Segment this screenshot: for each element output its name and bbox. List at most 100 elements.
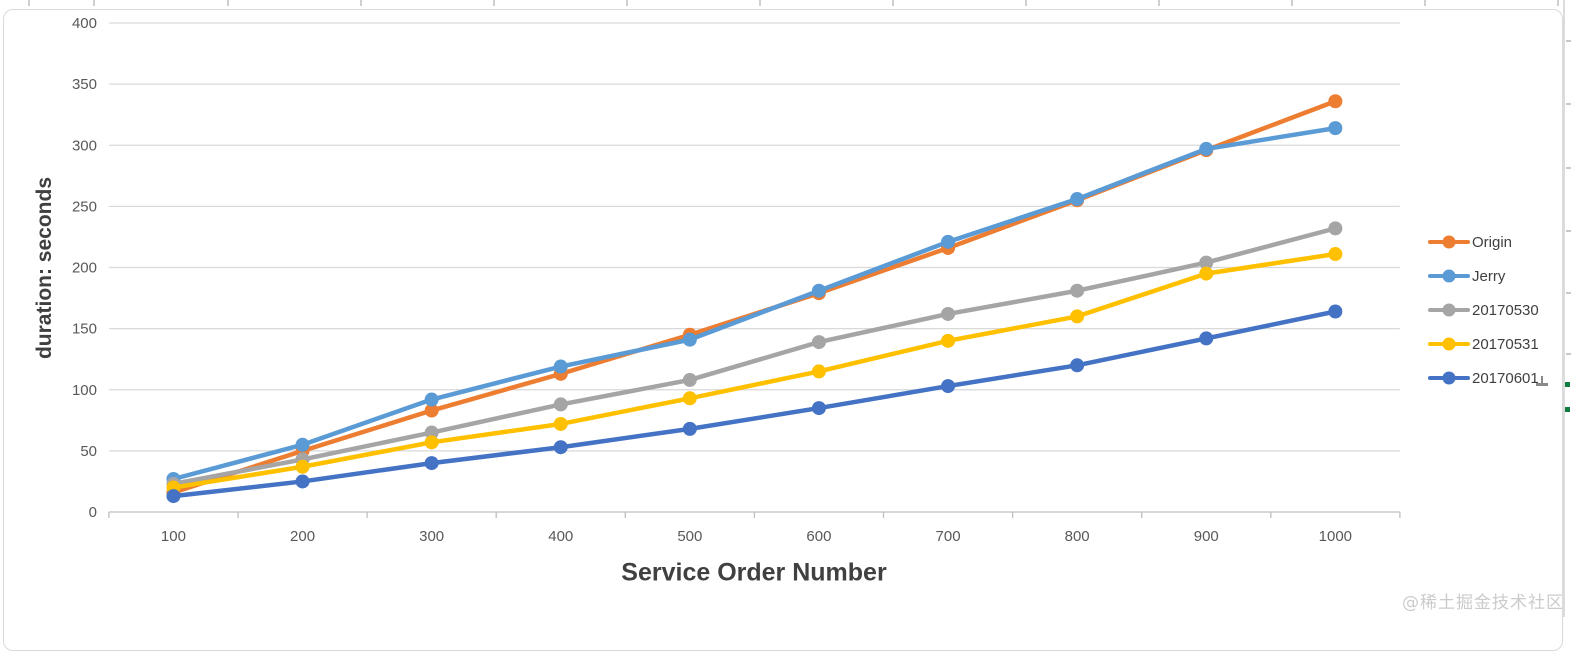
sheet-top-edge — [0, 0, 1571, 8]
data-point[interactable] — [812, 401, 826, 415]
y-tick-label[interactable]: 400 — [72, 15, 97, 32]
data-point[interactable] — [683, 373, 697, 387]
x-axis-title[interactable]: Service Order Number — [621, 559, 886, 588]
data-point[interactable] — [296, 474, 310, 488]
sheet-column-tick — [93, 0, 95, 6]
data-point[interactable] — [296, 438, 310, 452]
data-point[interactable] — [812, 364, 826, 378]
watermark: @稀土掘金技术社区 — [1402, 588, 1564, 613]
data-point[interactable] — [1199, 142, 1213, 156]
series-20170601[interactable] — [166, 305, 1342, 504]
legend-label: 20170531 — [1472, 336, 1539, 353]
data-point[interactable] — [683, 391, 697, 405]
x-tick-label[interactable]: 200 — [290, 528, 315, 545]
y-tick-label[interactable]: 50 — [80, 443, 97, 460]
data-point[interactable] — [425, 393, 439, 407]
sheet-column-tick — [1025, 0, 1027, 6]
data-point[interactable] — [1070, 192, 1084, 206]
y-tick-label[interactable]: 200 — [72, 260, 97, 277]
sheet-column-tick — [1557, 0, 1559, 6]
data-point[interactable] — [941, 379, 955, 393]
data-point[interactable] — [1328, 94, 1342, 108]
sheet-column-tick — [1291, 0, 1293, 6]
x-tick-label[interactable]: 500 — [677, 528, 702, 545]
data-point[interactable] — [554, 397, 568, 411]
legend-marker-origin — [1428, 240, 1470, 244]
sheet-row-tick — [1566, 353, 1571, 355]
sheet-row-tick — [1566, 167, 1571, 169]
x-tick-label[interactable]: 600 — [806, 528, 831, 545]
data-point[interactable] — [1328, 221, 1342, 235]
x-tick-label[interactable]: 800 — [1065, 528, 1090, 545]
spreadsheet-canvas: 0 50 100 150 200 250 300 350 400 100 200 300 400 500 6… — [0, 0, 1571, 617]
y-tick-label[interactable]: 250 — [72, 198, 97, 215]
data-point[interactable] — [425, 456, 439, 470]
y-axis-title[interactable]: duration: seconds — [33, 177, 57, 359]
data-point[interactable] — [1070, 309, 1084, 323]
legend-item-20170530[interactable]: 20170530 — [1428, 293, 1539, 327]
series-line[interactable] — [173, 128, 1335, 479]
legend-item-origin[interactable]: Origin — [1428, 225, 1539, 259]
legend-item-20170601[interactable]: 20170601 — [1428, 361, 1539, 395]
sheet-row-tick — [1566, 292, 1571, 294]
sheet-row-tick — [1566, 40, 1571, 42]
series-line[interactable] — [173, 101, 1335, 492]
sheet-selection-handle[interactable] — [1565, 382, 1570, 387]
data-point[interactable] — [296, 460, 310, 474]
sheet-column-tick — [759, 0, 761, 6]
x-tick-label[interactable]: 700 — [936, 528, 961, 545]
data-point[interactable] — [941, 235, 955, 249]
legend-label: Jerry — [1472, 268, 1505, 285]
data-point[interactable] — [1328, 121, 1342, 135]
data-point[interactable] — [683, 333, 697, 347]
y-tick-label[interactable]: 300 — [72, 137, 97, 154]
data-point[interactable] — [1328, 305, 1342, 319]
series-Jerry[interactable] — [166, 121, 1342, 486]
data-point[interactable] — [1328, 247, 1342, 261]
y-tick-label[interactable]: 350 — [72, 76, 97, 93]
legend-label: 20170530 — [1472, 302, 1539, 319]
sheet-row-tick — [1566, 103, 1571, 105]
sheet-selection-handle[interactable] — [1565, 407, 1570, 412]
x-tick-label[interactable]: 100 — [161, 528, 186, 545]
x-tick-label[interactable]: 400 — [548, 528, 573, 545]
x-tick-label[interactable]: 900 — [1194, 528, 1219, 545]
series-line[interactable] — [173, 312, 1335, 497]
sheet-column-tick — [360, 0, 362, 6]
data-point[interactable] — [1070, 284, 1084, 298]
sheet-row-tick — [1566, 230, 1571, 232]
data-point[interactable] — [166, 489, 180, 503]
series-line[interactable] — [173, 228, 1335, 484]
data-point[interactable] — [1199, 267, 1213, 281]
legend-label: 20170601 — [1472, 370, 1539, 387]
data-point[interactable] — [554, 440, 568, 454]
data-point[interactable] — [425, 435, 439, 449]
legend-item-jerry[interactable]: Jerry — [1428, 259, 1539, 293]
data-point[interactable] — [812, 335, 826, 349]
legend-item-20170531[interactable]: 20170531 — [1428, 327, 1539, 361]
y-tick-label[interactable]: 150 — [72, 321, 97, 338]
x-tick-label[interactable]: 1000 — [1319, 528, 1352, 545]
data-point[interactable] — [941, 334, 955, 348]
data-point[interactable] — [683, 422, 697, 436]
data-point[interactable] — [941, 307, 955, 321]
sheet-column-tick — [1424, 0, 1426, 6]
legend-marker-20170531 — [1428, 342, 1470, 346]
x-tick-label[interactable]: 300 — [419, 528, 444, 545]
series-line[interactable] — [173, 254, 1335, 487]
sheet-column-tick — [28, 0, 30, 6]
legend-marker-20170530 — [1428, 308, 1470, 312]
y-tick-label[interactable]: 0 — [89, 504, 97, 521]
data-point[interactable] — [812, 284, 826, 298]
data-point[interactable] — [1199, 331, 1213, 345]
data-point[interactable] — [554, 360, 568, 374]
scrollbar-end-cap — [1541, 376, 1543, 383]
series-Origin[interactable] — [166, 94, 1342, 499]
sheet-column-tick — [1158, 0, 1160, 6]
data-point[interactable] — [1070, 358, 1084, 372]
series-20170531[interactable] — [166, 247, 1342, 494]
sheet-column-tick — [892, 0, 894, 6]
data-point[interactable] — [554, 417, 568, 431]
y-tick-label[interactable]: 100 — [72, 382, 97, 399]
legend-marker-20170601 — [1428, 376, 1470, 380]
